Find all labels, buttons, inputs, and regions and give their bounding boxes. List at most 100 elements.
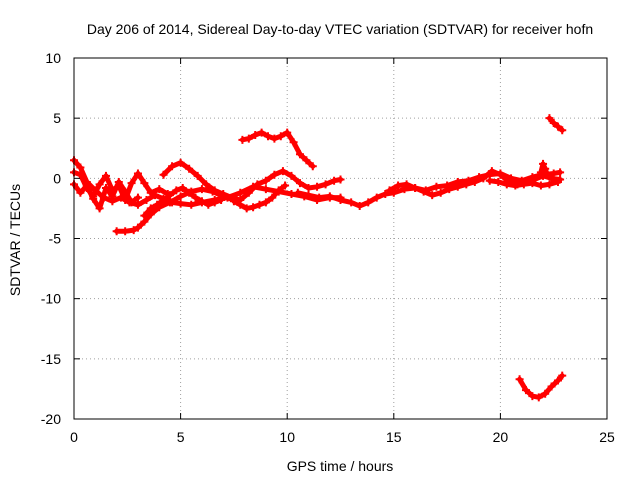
data-point (549, 118, 558, 127)
data-point (202, 180, 211, 189)
data-point (558, 126, 567, 135)
data-point (153, 200, 162, 209)
data-point (479, 174, 488, 183)
data-point (114, 177, 123, 186)
series-arc-6 (161, 160, 343, 203)
data-point (140, 179, 149, 188)
data-point (159, 170, 168, 179)
data-point (176, 199, 185, 208)
plot-frame (73, 57, 608, 420)
data-point (394, 181, 403, 190)
data-point (547, 382, 556, 391)
data-point (281, 181, 290, 190)
data-point (176, 158, 185, 167)
x-tick-label: 20 (493, 429, 509, 445)
data-point (121, 187, 130, 196)
data-point (355, 202, 364, 211)
data-point (112, 227, 121, 236)
data-point (295, 150, 304, 159)
data-point (127, 198, 136, 207)
series-arc-4 (114, 186, 237, 234)
data-point (313, 182, 322, 191)
data-point (283, 128, 292, 137)
data-point (236, 188, 245, 197)
data-point (151, 191, 160, 200)
data-point (545, 114, 554, 123)
data-point (487, 167, 496, 176)
data-point (325, 192, 334, 201)
data-point (276, 132, 285, 141)
data-point (264, 132, 273, 141)
data-point (445, 185, 454, 194)
series-layer (70, 114, 567, 402)
data-point (336, 195, 345, 204)
data-point (539, 159, 548, 168)
data-point (165, 198, 174, 207)
data-point (210, 198, 219, 207)
data-point (187, 200, 196, 209)
data-point (238, 135, 247, 144)
data-point (494, 177, 503, 186)
tick-layer: 0 5 10 15 20 25 10 5 0 -5 -10 -15 -20 (41, 50, 615, 445)
chart-title: Day 206 of 2014, Sidereal Day-to-day VTE… (87, 21, 593, 37)
data-point (411, 183, 420, 192)
data-point (502, 180, 511, 189)
data-point (210, 186, 219, 195)
data-point (428, 191, 437, 200)
data-point (257, 128, 266, 137)
data-point (547, 174, 556, 183)
data-point (289, 138, 298, 147)
data-point (101, 171, 110, 180)
data-point (244, 134, 253, 143)
y-tick-label: 5 (53, 110, 61, 126)
data-point (261, 198, 270, 207)
data-point (155, 185, 164, 194)
data-point (541, 389, 550, 398)
data-point (308, 162, 317, 171)
data-point (185, 188, 194, 197)
data-point (268, 193, 277, 202)
data-point (556, 168, 565, 177)
data-point (197, 197, 206, 206)
data-point (261, 176, 270, 185)
data-point (176, 192, 185, 201)
y-tick-label: 0 (53, 170, 61, 186)
data-point (336, 175, 345, 184)
data-point (485, 176, 494, 185)
data-point (545, 180, 554, 189)
data-point (534, 393, 543, 402)
data-point (140, 211, 149, 220)
data-point (553, 177, 562, 186)
data-point (553, 122, 562, 131)
data-point (330, 176, 339, 185)
data-point (193, 171, 202, 180)
data-point (76, 188, 85, 197)
y-tick-label: -5 (49, 231, 62, 247)
data-point (528, 392, 537, 401)
data-point (364, 198, 373, 207)
data-point (270, 170, 279, 179)
data-point (274, 186, 283, 195)
data-point (536, 181, 545, 190)
grid-layer (74, 58, 607, 419)
data-point (536, 168, 545, 177)
data-point (142, 195, 151, 204)
data-point (462, 180, 471, 189)
x-tick-label: 5 (177, 429, 185, 445)
x-tick-label: 0 (70, 429, 78, 445)
data-point (372, 193, 381, 202)
data-point (304, 183, 313, 192)
y-tick-label: 10 (45, 50, 61, 66)
data-point (249, 203, 258, 212)
data-point (91, 186, 100, 195)
x-tick-label: 10 (279, 429, 295, 445)
data-point (191, 193, 200, 202)
y-tick-label: -15 (41, 351, 61, 367)
x-tick-label: 25 (599, 429, 615, 445)
data-point (95, 180, 104, 189)
data-point (261, 185, 270, 194)
data-point (255, 200, 264, 209)
data-point (347, 198, 356, 207)
data-point (185, 164, 194, 173)
